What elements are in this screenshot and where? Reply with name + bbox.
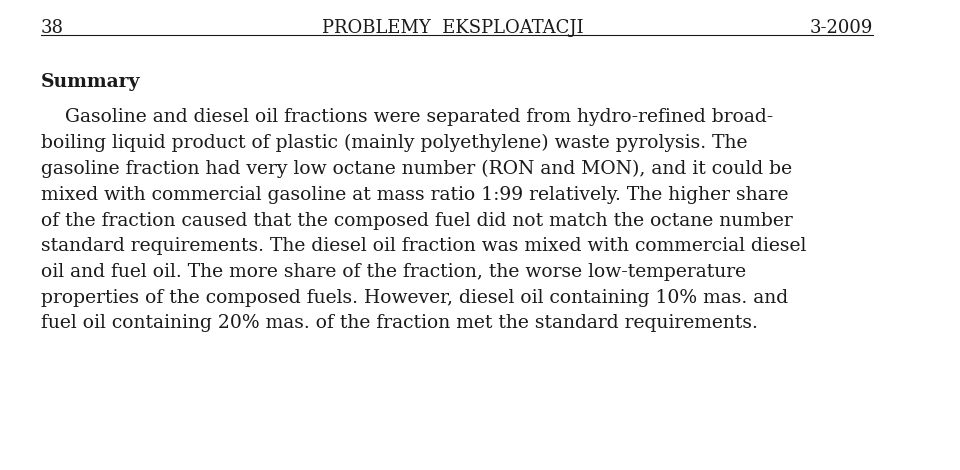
Text: 3-2009: 3-2009 bbox=[810, 19, 874, 37]
Text: 38: 38 bbox=[40, 19, 63, 37]
Text: PROBLEMY  EKSPLOATACJI: PROBLEMY EKSPLOATACJI bbox=[322, 19, 584, 37]
Text: Gasoline and diesel oil fractions were separated from hydro-refined broad-
boili: Gasoline and diesel oil fractions were s… bbox=[40, 108, 806, 332]
Text: Summary: Summary bbox=[40, 73, 140, 91]
